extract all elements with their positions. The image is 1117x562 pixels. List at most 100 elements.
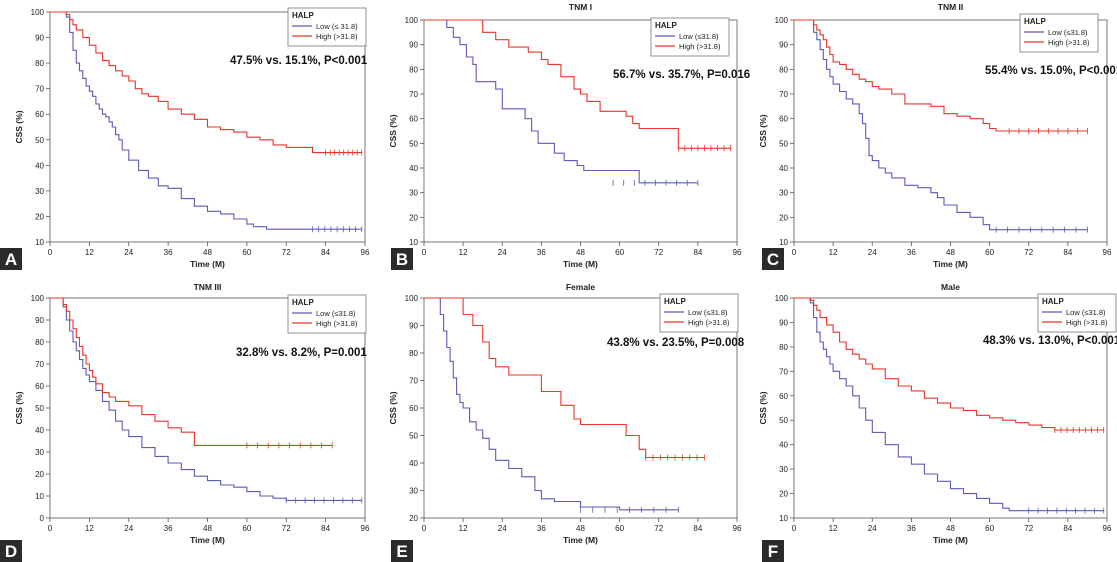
y-tick-label: 60 — [409, 404, 418, 413]
x-tick-label: 12 — [85, 248, 94, 257]
y-tick-label: 40 — [35, 426, 44, 435]
y-tick-label: 20 — [35, 212, 44, 221]
panel-letter-text: A — [5, 250, 17, 269]
legend-title: HALP — [1024, 17, 1046, 26]
y-axis-label: CSS (%) — [388, 391, 398, 424]
y-tick-label: 10 — [35, 492, 44, 501]
y-tick-label: 50 — [409, 139, 418, 148]
x-tick-label: 12 — [459, 524, 468, 533]
legend-title: HALP — [1042, 297, 1064, 306]
x-tick-label: 72 — [654, 248, 663, 257]
x-tick-label: 84 — [693, 248, 702, 257]
x-tick-label: 72 — [1024, 248, 1033, 257]
y-tick-label: 80 — [409, 65, 418, 74]
chart-title: TNM III — [194, 282, 222, 292]
y-tick-label: 80 — [35, 338, 44, 347]
y-tick-label: 90 — [779, 41, 788, 50]
legend-box — [650, 17, 730, 57]
y-tick-label: 40 — [409, 164, 418, 173]
legend-title: HALP — [292, 298, 314, 307]
x-tick-label: 48 — [576, 248, 585, 257]
x-tick-label: 72 — [1024, 524, 1033, 533]
x-tick-label: 36 — [907, 248, 916, 257]
x-tick-label: 24 — [498, 248, 507, 257]
y-tick-label: 60 — [35, 382, 44, 391]
stat-annotation: 47.5% vs. 15.1%, P<0.001 — [230, 55, 368, 67]
x-tick-label: 12 — [829, 524, 838, 533]
legend-entry: Low (≤31.8) — [316, 309, 356, 318]
y-axis-label: CSS (%) — [388, 114, 398, 147]
y-tick-label: 40 — [779, 441, 788, 450]
legend-title: HALP — [655, 21, 677, 30]
y-tick-label: 70 — [409, 377, 418, 386]
y-tick-label: 10 — [779, 514, 788, 523]
y-tick-label: 20 — [409, 514, 418, 523]
y-tick-label: 10 — [35, 238, 44, 247]
x-tick-label: 24 — [868, 524, 877, 533]
x-tick-label: 24 — [868, 248, 877, 257]
x-tick-label: 0 — [422, 248, 427, 257]
panel-letter-d: D — [0, 540, 22, 562]
stat-annotation: 43.8% vs. 23.5%, P=0.008 — [607, 337, 745, 349]
y-tick-label: 80 — [409, 349, 418, 358]
legend-entry: High (>31.8) — [1048, 38, 1090, 47]
y-tick-label: 90 — [779, 318, 788, 327]
y-tick-label: 60 — [35, 110, 44, 119]
x-axis-label: Time (M) — [563, 259, 598, 269]
x-tick-label: 24 — [498, 524, 507, 533]
y-tick-label: 30 — [779, 465, 788, 474]
y-tick-label: 60 — [779, 115, 788, 124]
x-tick-label: 84 — [321, 524, 330, 533]
y-tick-label: 70 — [35, 85, 44, 94]
y-tick-label: 50 — [35, 404, 44, 413]
legend-entry: High (>31.8) — [316, 32, 358, 41]
chart-title: Female — [566, 282, 596, 292]
stat-annotation: 32.8% vs. 8.2%, P=0.001 — [236, 347, 367, 359]
y-tick-label: 40 — [409, 459, 418, 468]
x-tick-label: 0 — [48, 248, 53, 257]
x-tick-label: 96 — [733, 248, 742, 257]
legend-entry: High (>31.8) — [1066, 318, 1108, 327]
y-axis-label: CSS (%) — [14, 110, 24, 143]
x-tick-label: 48 — [576, 524, 585, 533]
y-tick-label: 50 — [409, 432, 418, 441]
x-tick-label: 0 — [48, 524, 53, 533]
x-tick-label: 48 — [946, 524, 955, 533]
series-line-low — [50, 297, 362, 501]
series-line-low — [794, 19, 1088, 231]
y-tick-label: 60 — [779, 392, 788, 401]
stat-annotation: 48.3% vs. 13.0%, P<0.001 — [983, 335, 1117, 347]
legend-entry: Low (≤31.8) — [688, 308, 728, 317]
legend-box — [1037, 293, 1117, 333]
legend-entry: High (>31.8) — [679, 42, 721, 51]
series-line-high — [794, 297, 1104, 431]
y-tick-label: 10 — [409, 238, 418, 247]
legend-box — [287, 7, 367, 47]
panel-letter-bg — [0, 248, 22, 270]
x-tick-label: 36 — [907, 524, 916, 533]
x-tick-label: 36 — [537, 524, 546, 533]
y-tick-label: 100 — [775, 16, 789, 25]
x-axis-label: Time (M) — [933, 535, 968, 545]
y-tick-label: 20 — [779, 490, 788, 499]
panel-letter-bg — [0, 540, 22, 562]
panel-letter-bg — [391, 540, 413, 562]
y-tick-label: 70 — [779, 90, 788, 99]
panel-letter-text: D — [5, 542, 17, 561]
x-tick-label: 36 — [164, 524, 173, 533]
legend-entry: Low (≤ 31.8) — [316, 22, 358, 31]
x-tick-label: 48 — [946, 248, 955, 257]
y-tick-label: 100 — [405, 294, 419, 303]
x-tick-label: 0 — [792, 248, 797, 257]
x-tick-label: 96 — [1103, 524, 1112, 533]
km-panel-c: 0 12 24 36 48 60 72 84 96 10 20 30 40 50 60 70 80 90 100 Ti… — [758, 2, 1117, 269]
y-tick-label: 50 — [35, 136, 44, 145]
x-axis-label: Time (M) — [190, 535, 225, 545]
x-tick-label: 48 — [203, 248, 212, 257]
y-tick-label: 40 — [35, 161, 44, 170]
